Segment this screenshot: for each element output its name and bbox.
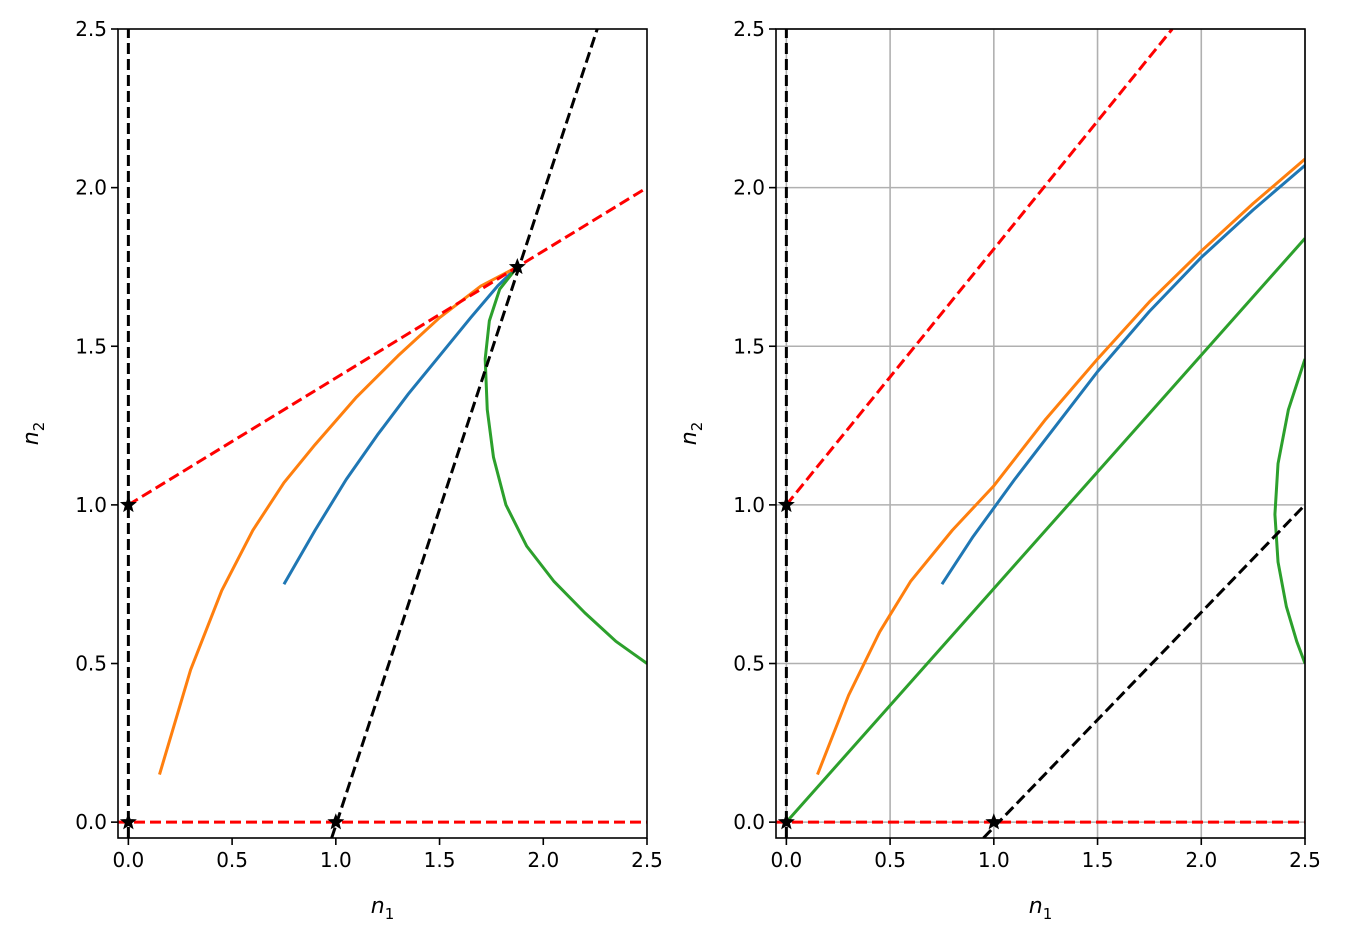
- y-axis-label: n2: [677, 422, 706, 446]
- x-tick-label: 0.5: [874, 848, 906, 872]
- y-tick-label: 0.5: [733, 652, 765, 676]
- right-phase-plot: 0.0 0.5 1.0 1.5 2.0 2.5 0.0 0.5 1.0 1.5 2.0 2.5 n1 n2: [677, 17, 1321, 923]
- x-tick-label: 1.5: [424, 848, 456, 872]
- nullcline-line: [127, 186, 647, 507]
- y-tick-label: 1.5: [75, 334, 107, 358]
- trajectory-line: [940, 164, 1305, 586]
- trajectory-line: [282, 265, 519, 585]
- x-tick-label: 0.5: [216, 848, 248, 872]
- y-tick-label: 1.0: [733, 493, 765, 517]
- x-tick-label: 0.0: [112, 848, 144, 872]
- trajectory-line: [785, 237, 1305, 824]
- trajectory-line: [483, 266, 647, 665]
- x-axis-label: n1: [1029, 894, 1053, 923]
- fixed-point-marker: [777, 495, 795, 513]
- fixed-point-marker: [119, 495, 137, 513]
- plot-area: [776, 29, 1305, 838]
- fixed-point-marker: [985, 813, 1003, 830]
- x-tick-label: 1.0: [320, 848, 352, 872]
- y-tick-label: 0.0: [733, 810, 765, 834]
- y-tick-label: 1.5: [733, 334, 765, 358]
- x-tick-label: 1.0: [978, 848, 1010, 872]
- trajectory-line: [1273, 358, 1305, 665]
- trajectory-line: [158, 265, 519, 775]
- axes-frame: [117, 28, 648, 839]
- x-tick-label: 0.0: [770, 848, 802, 872]
- y-tick-label: 0.5: [75, 652, 107, 676]
- y-tick-label: 0.0: [75, 810, 107, 834]
- y-tick-label: 2.5: [75, 17, 107, 41]
- nullcline-line: [982, 503, 1305, 838]
- fixed-point-marker: [777, 813, 795, 830]
- y-tick-label: 2.0: [75, 176, 107, 200]
- y-tick-label: 2.0: [733, 176, 765, 200]
- x-tick-label: 2.0: [527, 848, 559, 872]
- left-phase-plot: 0.0 0.5 1.0 1.5 2.0 2.5 0.0 0.5 1.0 1.5 2.0 2.5 n1 n2: [19, 17, 663, 923]
- x-tick-label: 1.5: [1082, 848, 1114, 872]
- x-tick-label: 2.5: [631, 848, 663, 872]
- fixed-point-marker: [119, 813, 137, 830]
- x-tick-label: 2.0: [1185, 848, 1217, 872]
- y-tick-label: 2.5: [733, 17, 765, 41]
- y-tick-label: 1.0: [75, 493, 107, 517]
- trajectory-line: [816, 157, 1305, 776]
- y-axis-label: n2: [19, 422, 48, 446]
- x-tick-label: 2.5: [1289, 848, 1321, 872]
- fixed-point-marker: [508, 258, 526, 275]
- grid-lines: [776, 28, 1306, 838]
- axes-frame: [775, 28, 1306, 839]
- fixed-point-marker: [327, 813, 345, 830]
- nullcline-line: [330, 29, 599, 838]
- x-axis-label: n1: [371, 894, 395, 923]
- nullcline-line: [785, 29, 1174, 506]
- plot-area: [118, 29, 647, 838]
